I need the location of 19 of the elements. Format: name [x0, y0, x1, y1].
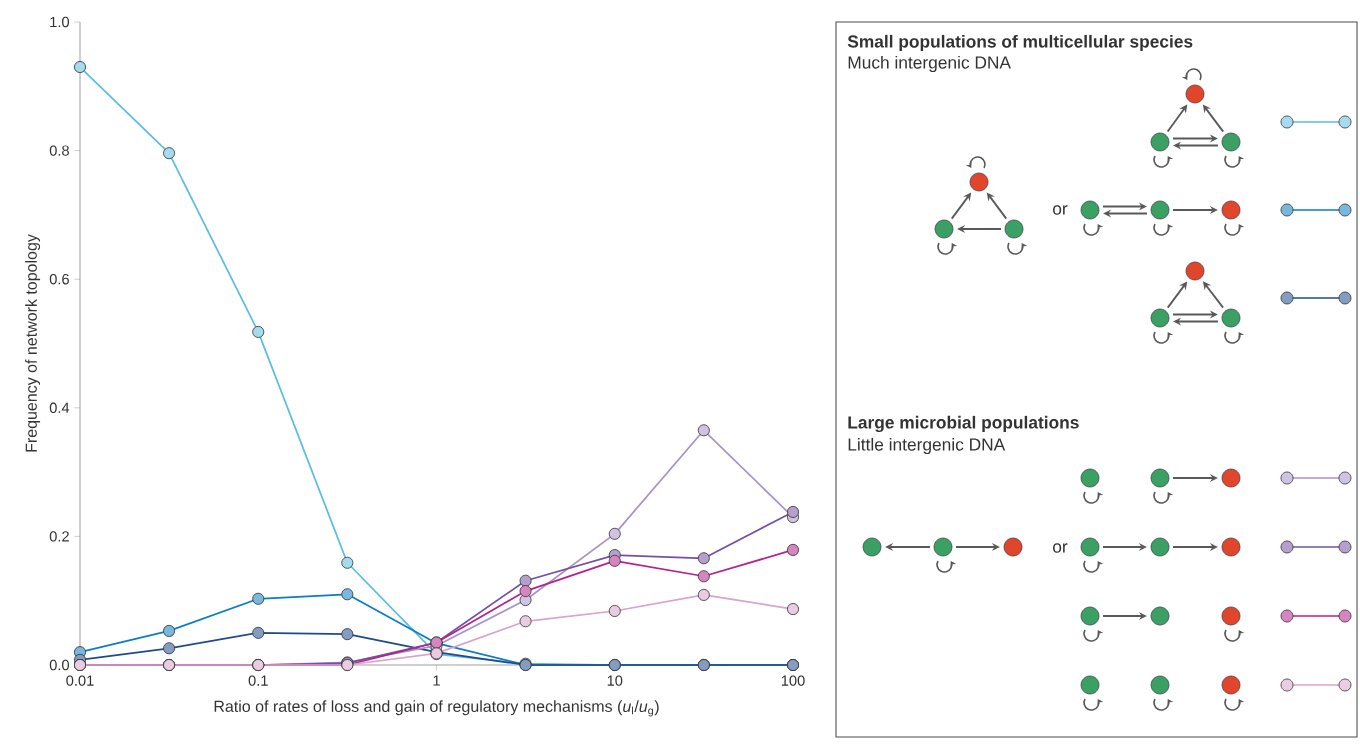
x-tick-label: 1	[433, 675, 440, 686]
text: or	[1053, 205, 1068, 215]
y-axis-title: Frequency of network topology	[25, 234, 41, 452]
y-tick-label: 0.0	[49, 659, 70, 671]
x-tick-label: 100	[781, 675, 805, 686]
y-tick-label: 1.0	[50, 16, 70, 28]
x-tick-label: 0.1	[248, 675, 268, 686]
text: or	[1053, 543, 1068, 553]
y-tick-label: 0.4	[49, 402, 70, 413]
text: Little intergenic DNA	[848, 437, 1006, 455]
text: Large microbial populations	[848, 415, 1079, 433]
y-tick-label: 0.6	[49, 274, 69, 285]
y-tick-label: 0.2	[49, 531, 69, 542]
x-axis-title: Ratio of rates of loss and gain of regulatory mechanisms (u$_{l}$/u$_{g}$)	[214, 700, 659, 717]
x-tick-label: 0.01	[66, 675, 94, 686]
y-tick-label: 0.8	[49, 145, 69, 156]
x-tick-label: 10	[607, 675, 623, 686]
text: Much intergenic DNA	[848, 55, 1011, 73]
text: Small populations of multicellular species	[847, 34, 1193, 52]
